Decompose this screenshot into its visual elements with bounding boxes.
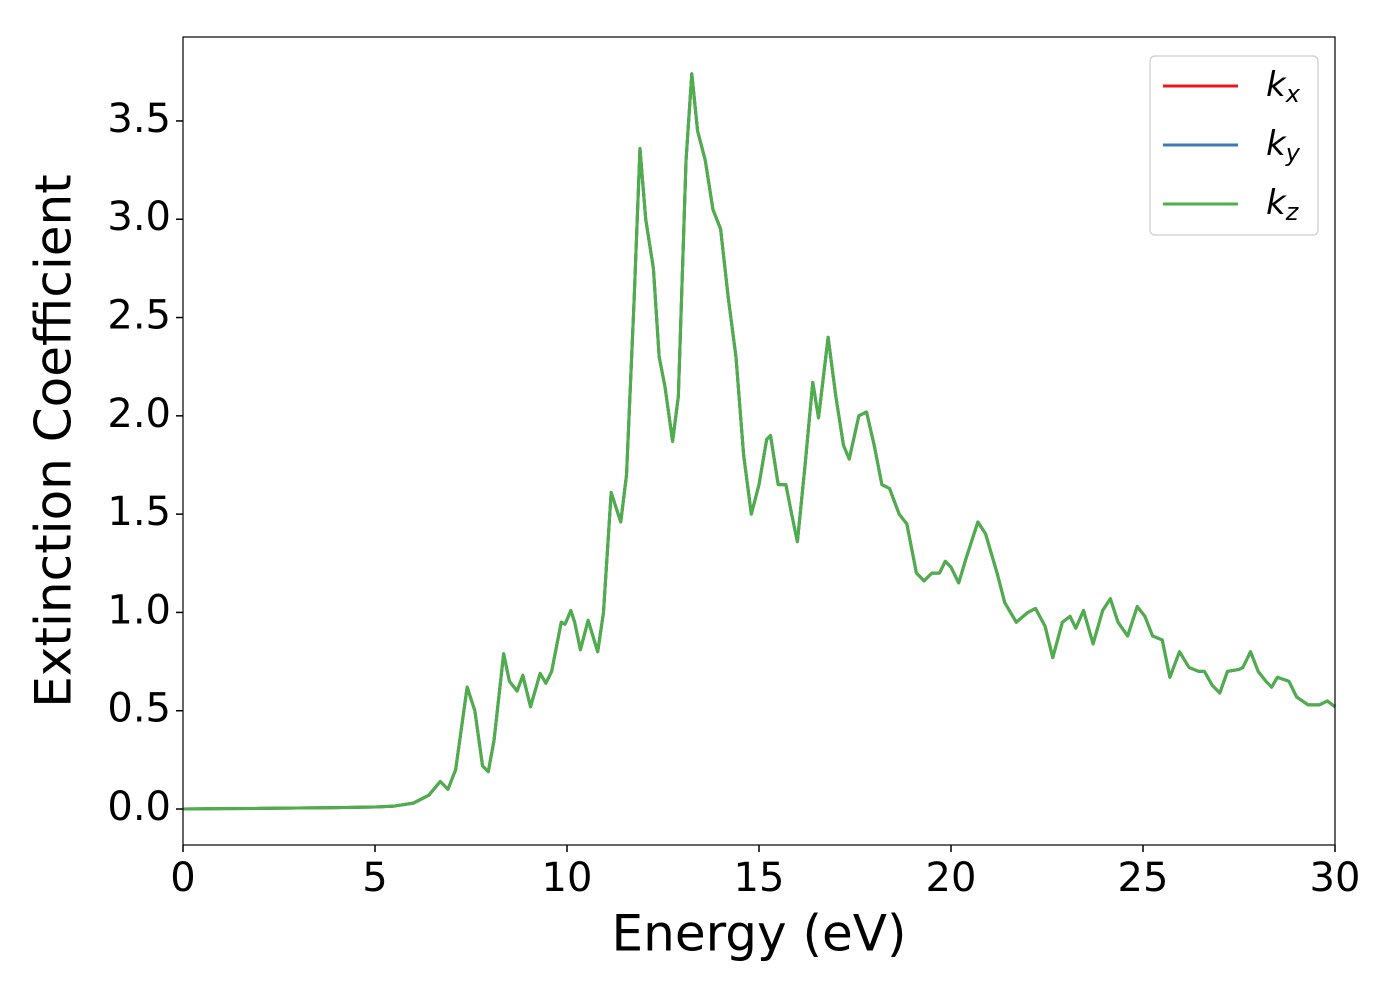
legend-label: ky	[1266, 124, 1301, 168]
x-tick-label: 25	[1118, 855, 1169, 901]
x-tick-label: 20	[926, 855, 977, 901]
x-tick-label: 5	[362, 855, 387, 901]
x-tick-label: 0	[170, 855, 195, 901]
y-tick-label: 0.5	[107, 686, 171, 732]
x-axis-label: Energy (eV)	[612, 905, 907, 963]
y-tick-label: 1.5	[107, 489, 171, 535]
y-tick-label: 2.0	[107, 391, 171, 437]
x-tick-label: 30	[1310, 855, 1361, 901]
x-tick-label: 15	[734, 855, 785, 901]
legend-label: kz	[1266, 183, 1300, 227]
plot-frame	[182, 36, 1336, 846]
y-tick-label: 2.5	[107, 293, 171, 339]
x-tick-label: 10	[542, 855, 593, 901]
y-tick-label: 3.0	[107, 194, 171, 240]
y-axis-label: Extinction Coefficient	[25, 174, 83, 708]
y-tick-label: 0.0	[107, 784, 171, 830]
data-line	[182, 72, 1336, 811]
legend-label: kx	[1266, 65, 1301, 109]
y-tick-label: 3.5	[107, 96, 171, 142]
y-tick-label: 1.0	[107, 587, 171, 633]
